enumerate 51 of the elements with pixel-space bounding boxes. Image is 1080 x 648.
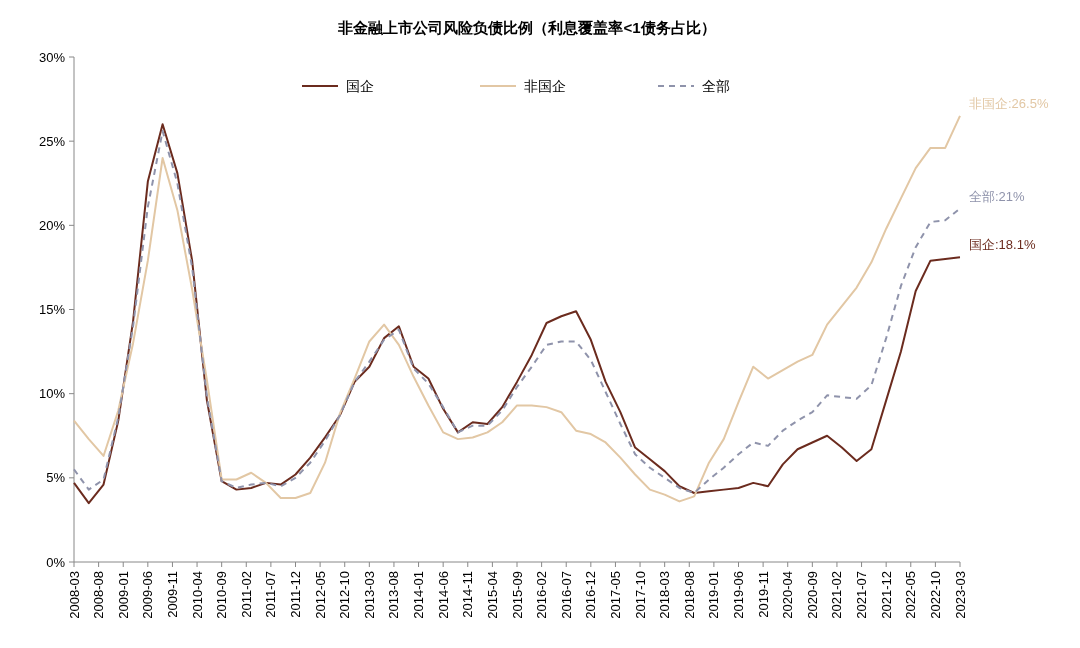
x-tick-label: 2021-12 <box>878 571 894 619</box>
x-tick-label: 2016-07 <box>558 571 574 619</box>
x-tick-label: 2010-04 <box>189 571 205 619</box>
annotation: 非国企:26.5% <box>969 95 1049 111</box>
x-tick-label: 2020-09 <box>804 571 820 619</box>
x-tick-label: 2018-03 <box>657 571 673 619</box>
x-tick-label: 2011-07 <box>263 571 279 618</box>
chart-title: 非金融上市公司风险负债比例（利息覆盖率<1债务占比） <box>337 19 716 36</box>
x-tick-label: 2013-03 <box>361 571 377 619</box>
x-tick-label: 2019-11 <box>755 571 771 618</box>
x-tick-label: 2019-06 <box>731 571 746 619</box>
y-tick-label: 10% <box>38 386 66 402</box>
x-tick-label: 2017-05 <box>607 571 623 619</box>
annotation: 国企:18.1% <box>969 237 1036 253</box>
x-tick-label: 2013-08 <box>386 571 402 619</box>
x-tick-label: 2019-01 <box>706 571 722 619</box>
x-tick-label: 2021-07 <box>854 571 870 619</box>
x-tick-label: 2016-12 <box>583 571 599 619</box>
legend-label: 非国企 <box>524 78 566 94</box>
x-tick-label: 2009-11 <box>164 571 180 618</box>
y-tick-label: 15% <box>38 302 66 317</box>
annotation: 全部:21% <box>969 188 1026 204</box>
x-tick-label: 2011-02 <box>238 571 254 618</box>
x-tick-label: 2016-02 <box>534 571 550 619</box>
x-tick-label: 2014-06 <box>435 571 451 619</box>
x-tick-label: 2008-08 <box>91 571 107 619</box>
x-tick-label: 2014-11 <box>460 571 476 618</box>
x-tick-label: 2020-04 <box>780 571 796 619</box>
y-tick-label: 25% <box>38 133 66 149</box>
x-tick-label: 2009-01 <box>115 571 131 619</box>
x-tick-label: 2021-02 <box>829 571 845 619</box>
x-tick-label: 2012-10 <box>337 571 353 619</box>
y-tick-label: 0% <box>46 554 66 570</box>
x-tick-label: 2022-05 <box>903 571 919 619</box>
y-tick-label: 30% <box>38 49 66 65</box>
x-tick-label: 2015-04 <box>484 571 500 619</box>
y-tick-label: 20% <box>38 217 66 233</box>
x-tick-label: 2018-08 <box>681 571 697 619</box>
x-tick-label: 2010-09 <box>214 571 230 619</box>
x-tick-label: 2012-05 <box>312 571 328 619</box>
legend-label: 国企 <box>346 78 374 94</box>
y-tick-label: 5% <box>46 470 66 486</box>
x-tick-label: 2011-12 <box>288 571 303 618</box>
x-tick-label: 2022-10 <box>927 571 943 619</box>
x-tick-label: 2014-01 <box>411 571 427 619</box>
x-tick-label: 2009-06 <box>140 571 156 619</box>
x-tick-label: 2017-10 <box>632 571 648 619</box>
x-tick-label: 2023-03 <box>952 571 968 619</box>
legend-label: 全部 <box>702 78 730 94</box>
x-tick-label: 2008-03 <box>66 571 82 619</box>
x-tick-label: 2015-09 <box>509 571 525 619</box>
